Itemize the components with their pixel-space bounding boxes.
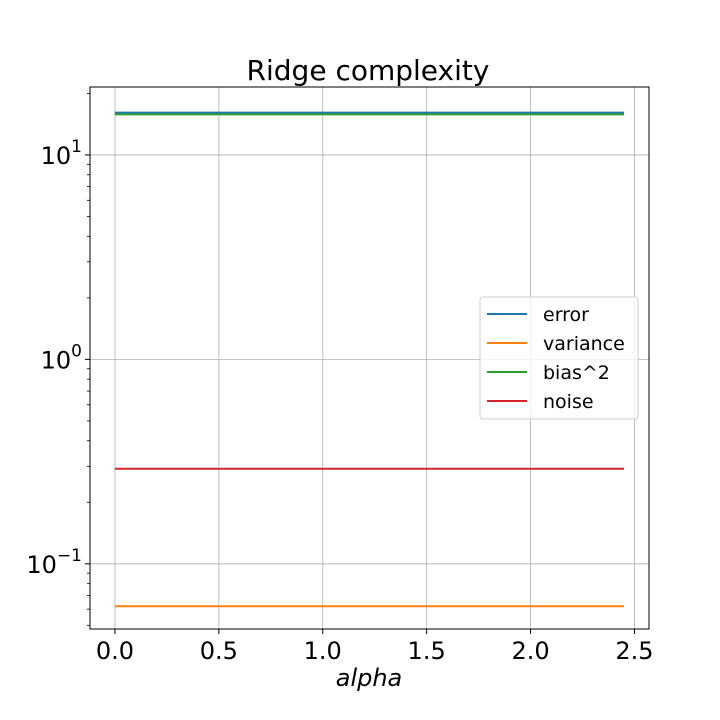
x-tick-label: 2.0	[511, 637, 549, 665]
x-ticks: 0.0 0.5 1.0 1.5 2.0 2.5	[96, 629, 654, 665]
chart-title: Ridge complexity	[247, 54, 490, 87]
x-tick-label: 2.5	[615, 637, 653, 665]
series-lines	[114, 111, 625, 608]
legend-box	[479, 296, 639, 420]
legend-label: bias^2	[543, 362, 610, 384]
y-tick-label: 100	[41, 341, 82, 374]
x-tick-label: 1.0	[304, 637, 342, 665]
legend-label: error	[543, 304, 589, 326]
x-tick-label: 1.5	[408, 637, 446, 665]
legend-label: noise	[543, 391, 594, 413]
legend-label: variance	[543, 333, 625, 355]
y-ticks: 101 100 10−1	[26, 137, 90, 579]
x-axis-label: alpha	[336, 664, 403, 692]
x-tick-label: 0.0	[96, 637, 134, 665]
y-tick-label: 10−1	[26, 546, 82, 579]
x-tick-label: 0.5	[200, 637, 238, 665]
plot-area	[89, 86, 650, 630]
legend: error variance bias^2 noise	[479, 296, 639, 420]
y-tick-label: 101	[41, 137, 82, 170]
